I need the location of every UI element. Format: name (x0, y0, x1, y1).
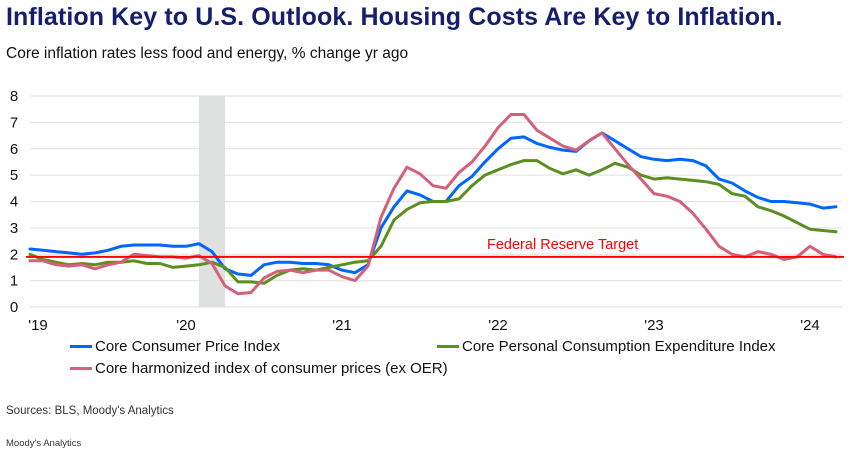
y-tick-label: 3 (10, 220, 18, 237)
series-line-2 (28, 113, 838, 296)
legend-swatch (70, 345, 92, 348)
footer-brand: Moody's Analytics (6, 438, 82, 449)
legend-swatch (437, 345, 459, 348)
legend-swatch (70, 367, 92, 370)
x-tick-label: '23 (644, 317, 664, 334)
x-tick-label: '22 (488, 317, 508, 334)
legend-item-pce: Core Personal Consumption Expenditure In… (437, 338, 776, 355)
series-line-1 (28, 159, 838, 285)
source-note: Sources: BLS, Moody's Analytics (6, 405, 174, 417)
y-tick-label: 6 (10, 141, 18, 158)
y-tick-label: 4 (10, 194, 18, 211)
x-tick-label: '24 (800, 317, 820, 334)
x-tick-label: '19 (28, 317, 48, 334)
y-tick-label: 8 (10, 88, 18, 105)
chart-subtitle: Core inflation rates less food and energ… (6, 45, 409, 62)
recession-shading (199, 96, 225, 307)
chart-title: Inflation Key to U.S. Outlook. Housing C… (6, 3, 783, 31)
legend-label: Core Personal Consumption Expenditure In… (462, 338, 776, 355)
legend-label: Core harmonized index of consumer prices… (95, 360, 448, 377)
legend-item-cpi: Core Consumer Price Index (70, 338, 280, 355)
legend-label: Core Consumer Price Index (95, 338, 281, 355)
federal-reserve-target-label: Federal Reserve Target (487, 237, 638, 253)
y-tick-label: 0 (10, 299, 18, 316)
y-tick-label: 7 (10, 114, 18, 131)
x-tick-label: '20 (176, 317, 196, 334)
y-tick-label: 5 (10, 167, 18, 184)
legend-item-hicp: Core harmonized index of consumer prices… (70, 360, 448, 377)
y-tick-label: 1 (10, 273, 18, 290)
y-tick-label: 2 (10, 246, 18, 263)
x-tick-label: '21 (332, 317, 352, 334)
